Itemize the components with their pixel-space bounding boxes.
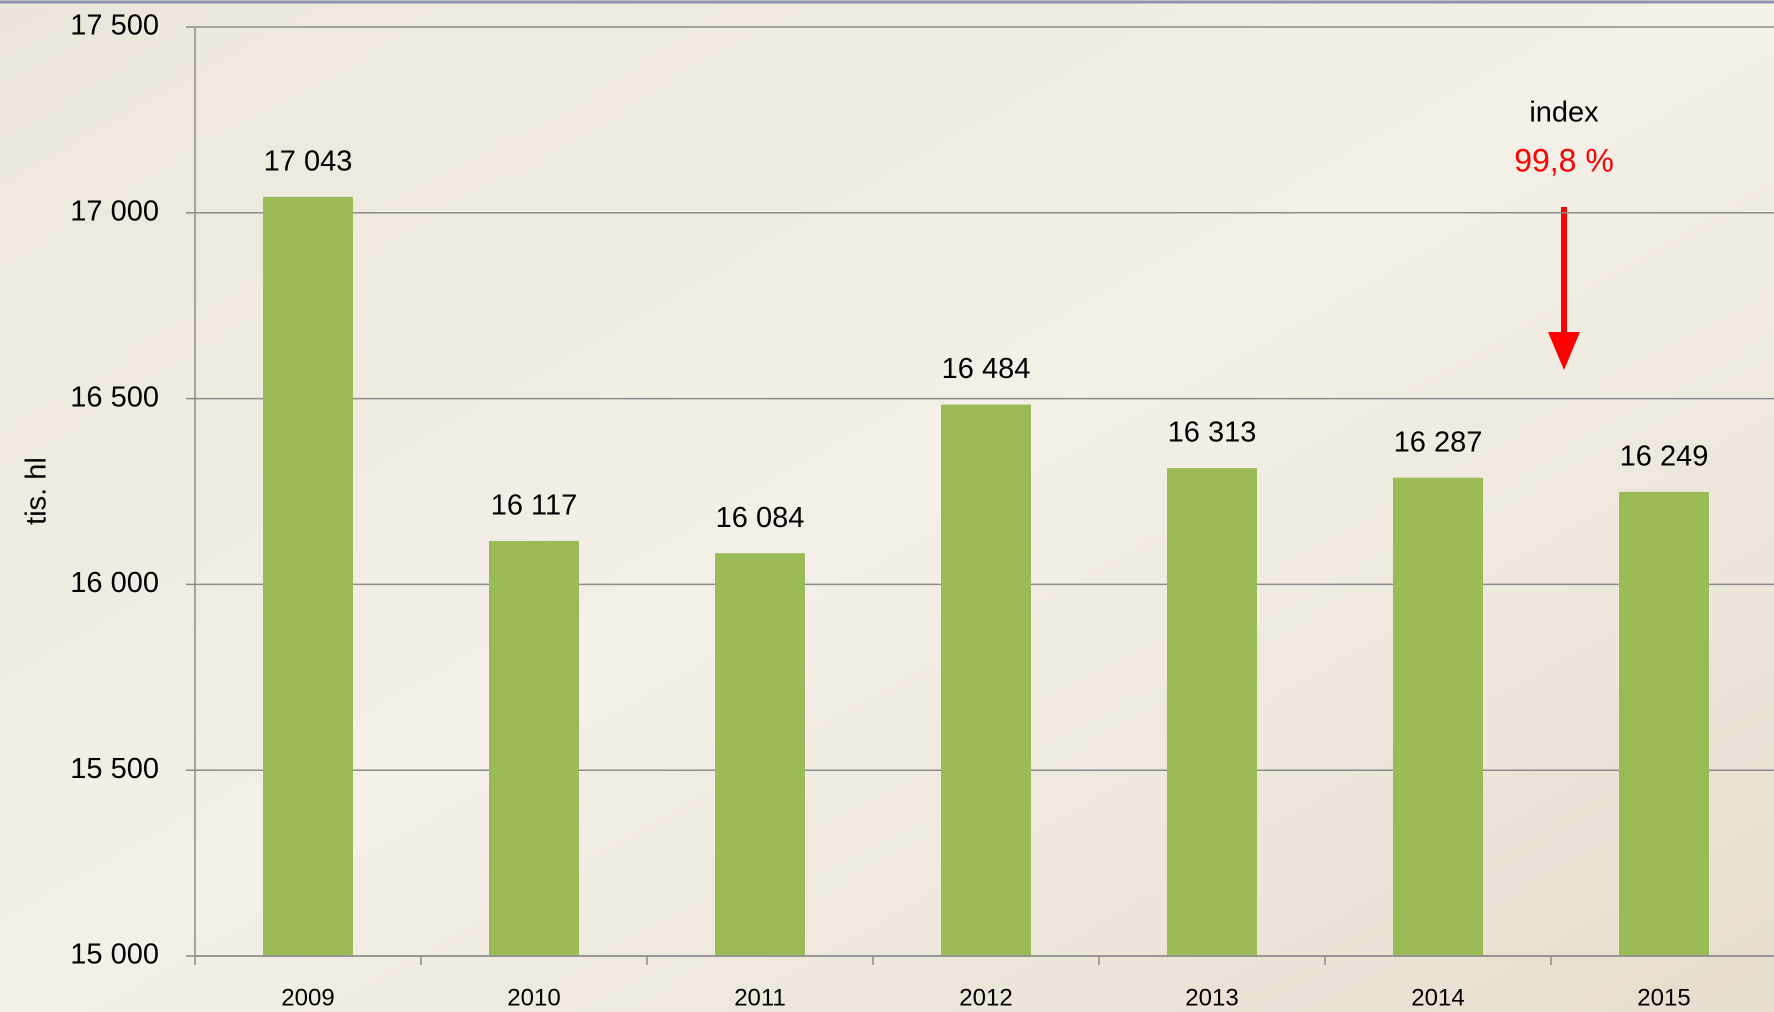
- annotation: 99,8 %: [1514, 142, 1614, 178]
- bar: [715, 553, 805, 956]
- x-tick-label: 2011: [734, 984, 786, 1011]
- x-tick-label: 2014: [1411, 984, 1464, 1011]
- y-tick-label: 17 500: [70, 10, 159, 42]
- y-tick-label: 15 500: [70, 753, 159, 785]
- annotation: index: [1529, 97, 1599, 129]
- x-tick-label: 2013: [1185, 984, 1238, 1011]
- value-label: 16 249: [1620, 441, 1709, 473]
- bar: [941, 405, 1031, 956]
- bar: [263, 197, 353, 956]
- x-tick-label: 2009: [281, 984, 334, 1011]
- value-label: 16 313: [1168, 417, 1257, 449]
- bar: [1393, 478, 1483, 956]
- value-label: 16 117: [491, 490, 578, 522]
- y-tick-label: 16 000: [70, 567, 159, 599]
- bar: [1167, 468, 1257, 956]
- y-tick-label: 17 000: [70, 195, 159, 227]
- chart: tis. hl index 99,8 % 15 000 15 500 16 000 1…: [0, 0, 1774, 1012]
- value-label: 17 043: [264, 145, 353, 177]
- y-tick-label: 16 500: [70, 381, 159, 413]
- y-tick-label: 15 000: [70, 939, 159, 971]
- x-tick-label: 2010: [507, 984, 560, 1011]
- y-axis-label: tis. hl: [21, 457, 53, 525]
- value-label: 16 287: [1394, 426, 1483, 458]
- x-tick-label: 2015: [1637, 984, 1690, 1011]
- value-label: 16 484: [942, 353, 1031, 385]
- bar: [1619, 492, 1709, 956]
- page: tis. hl index 99,8 % 15 000 15 500 16 000 1…: [0, 0, 1774, 1012]
- bar: [489, 541, 579, 956]
- x-tick-label: 2012: [959, 984, 1012, 1011]
- value-label: 16 084: [716, 502, 805, 534]
